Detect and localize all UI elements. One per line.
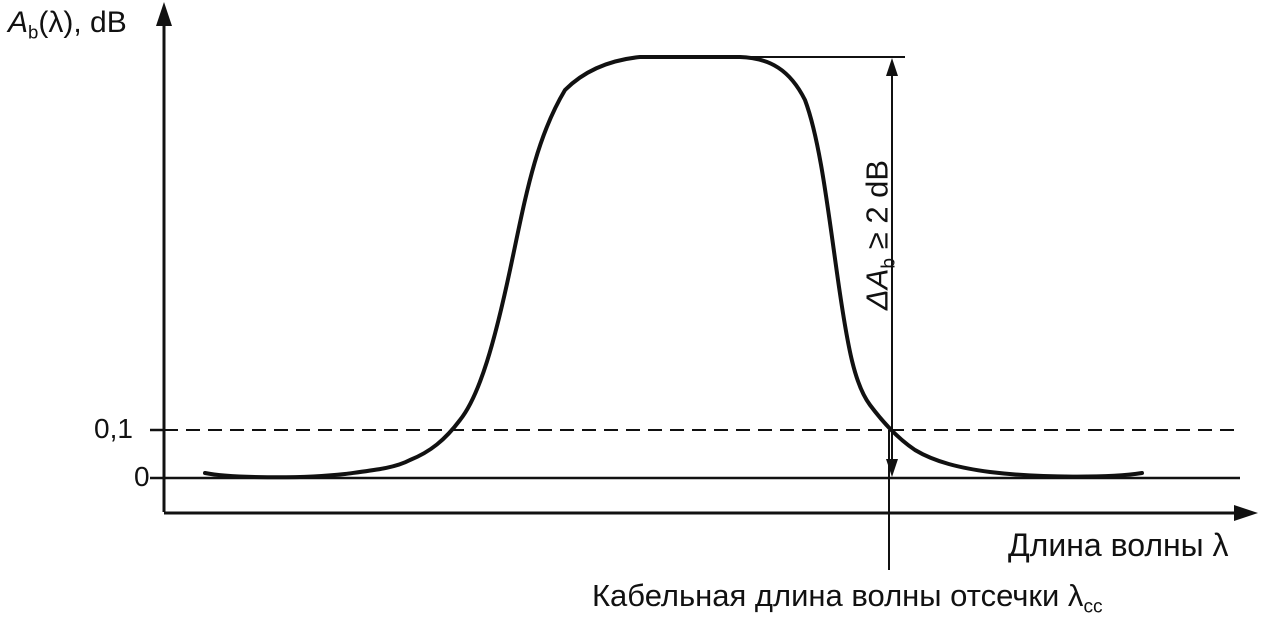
y-axis-arrow [156,2,172,26]
x-axis-arrow [1234,505,1258,521]
attenuation-curve [203,55,1144,480]
delta-annotation: ΔAb ≥ 2 dB [859,159,900,311]
tick-label-0-1: 0,1 [94,413,133,444]
delta-arrow-top [886,58,898,76]
y-axis-label: Ab(λ), dB [8,6,127,43]
x-axis-label: Длина волны λ [1008,527,1229,563]
delta-arrow-bottom [886,459,898,477]
cutoff-wavelength-label: Кабельная длина волны отсечки λcc [592,578,1103,618]
tick-label-0: 0 [134,461,150,492]
